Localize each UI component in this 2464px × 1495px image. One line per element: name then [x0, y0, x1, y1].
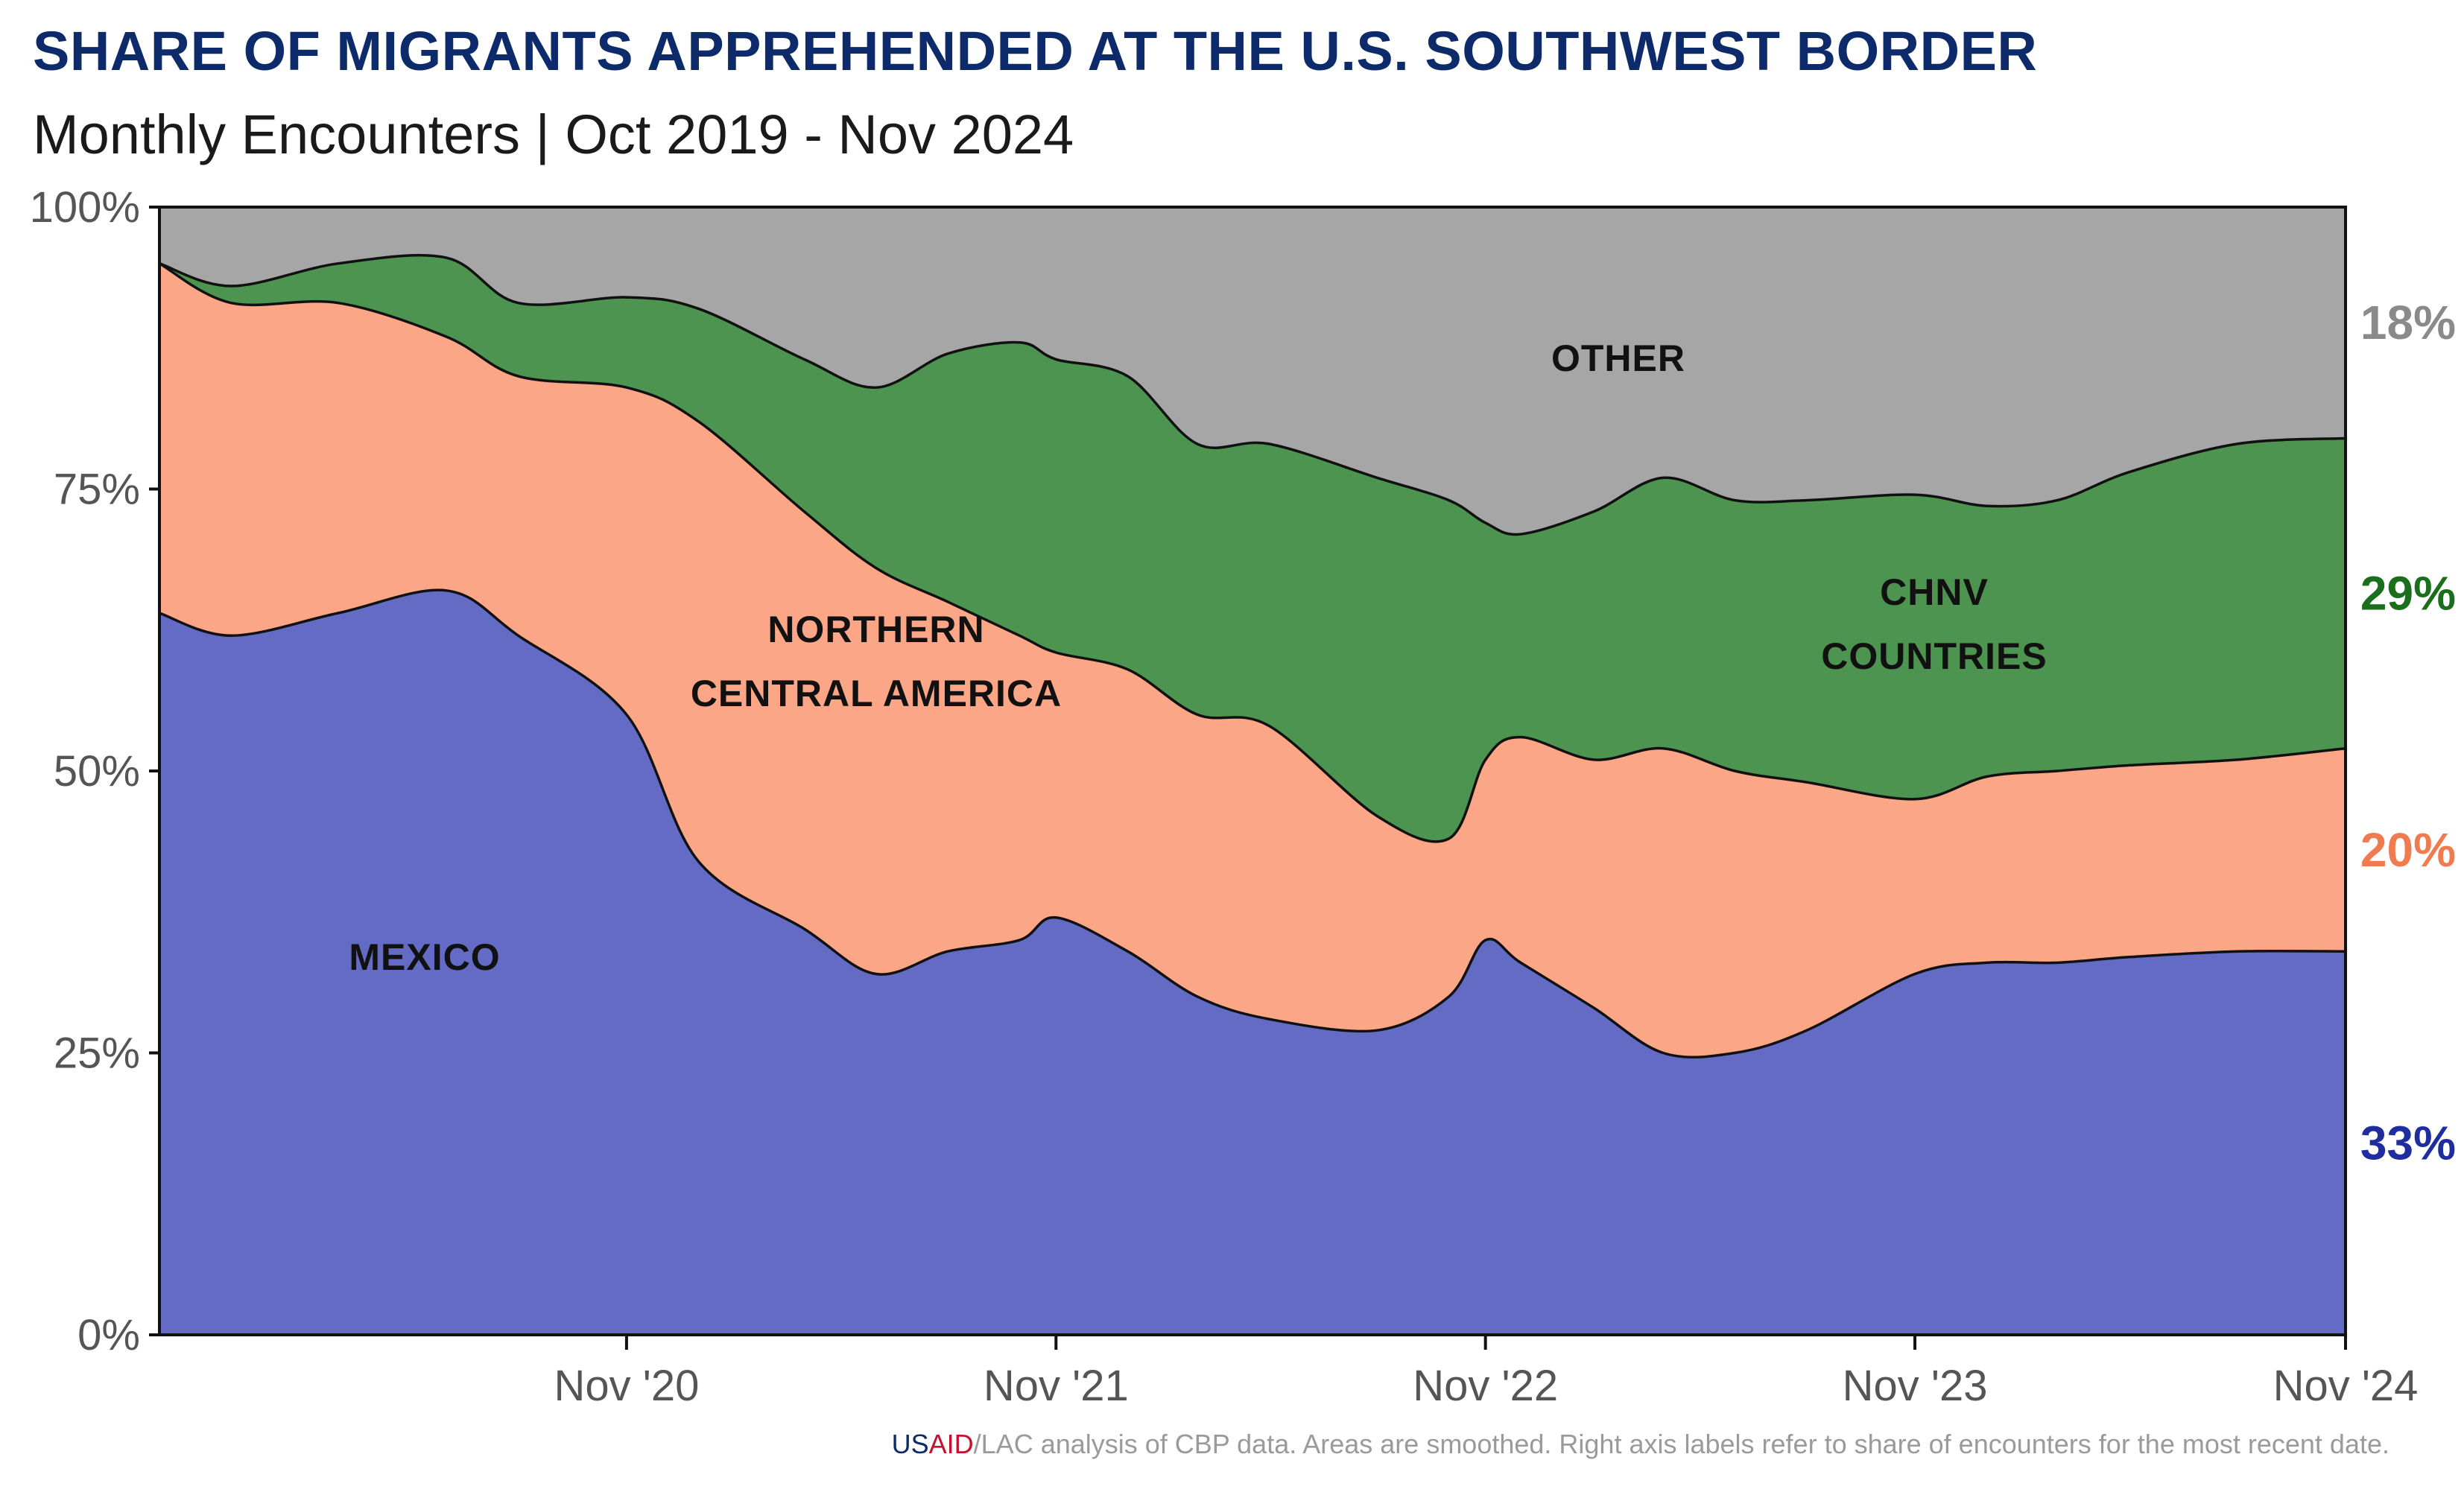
area-northern-central-america: [159, 263, 2346, 1058]
chart-title: SHARE OF MIGRANTS APPREHENDED AT THE U.S…: [33, 20, 2038, 82]
footer-note: USAID/LAC analysis of CBP data. Areas ar…: [892, 1429, 2389, 1460]
area-mexico: [159, 590, 2346, 1335]
area-label: MEXICO: [349, 936, 500, 978]
end-label: 33%: [2360, 1117, 2456, 1170]
area-label: OTHER: [1551, 337, 1685, 379]
x-tick-label: Nov '22: [1413, 1362, 1558, 1410]
end-label: 20%: [2360, 823, 2456, 877]
area-other: [159, 207, 2346, 535]
y-tick-label: 0%: [77, 1311, 140, 1359]
footer-aid: AID: [928, 1429, 974, 1459]
area-label: COUNTRIES: [1821, 635, 2047, 677]
end-label: 18%: [2360, 296, 2456, 349]
area-label: NORTHERN: [767, 609, 984, 650]
chart-subtitle: Monthly Encounters | Oct 2019 - Nov 2024: [33, 104, 1074, 165]
x-tick-label: Nov '21: [984, 1362, 1129, 1410]
y-tick-label: 75%: [54, 466, 140, 514]
y-tick-label: 50%: [54, 747, 140, 796]
area-label: CENTRAL AMERICA: [691, 673, 1062, 714]
x-tick-label: Nov '23: [1843, 1362, 1988, 1410]
boundary-line-1: [159, 588, 2346, 1059]
end-label: 29%: [2360, 567, 2456, 620]
footer-text: /LAC analysis of CBP data. Areas are smo…: [973, 1429, 2389, 1459]
boundary-line-3: [159, 253, 2346, 536]
area-label: CHNV: [1880, 571, 1989, 613]
boundary-line-2: [159, 262, 2346, 843]
y-tick-label: 100%: [30, 183, 140, 232]
area-layers: [159, 207, 2346, 1335]
x-tick-label: Nov '24: [2273, 1362, 2419, 1410]
x-tick-label: Nov '20: [554, 1362, 699, 1410]
area-chnv-countries: [159, 255, 2346, 842]
y-tick-label: 25%: [54, 1029, 140, 1078]
footer-us: US: [891, 1429, 929, 1459]
